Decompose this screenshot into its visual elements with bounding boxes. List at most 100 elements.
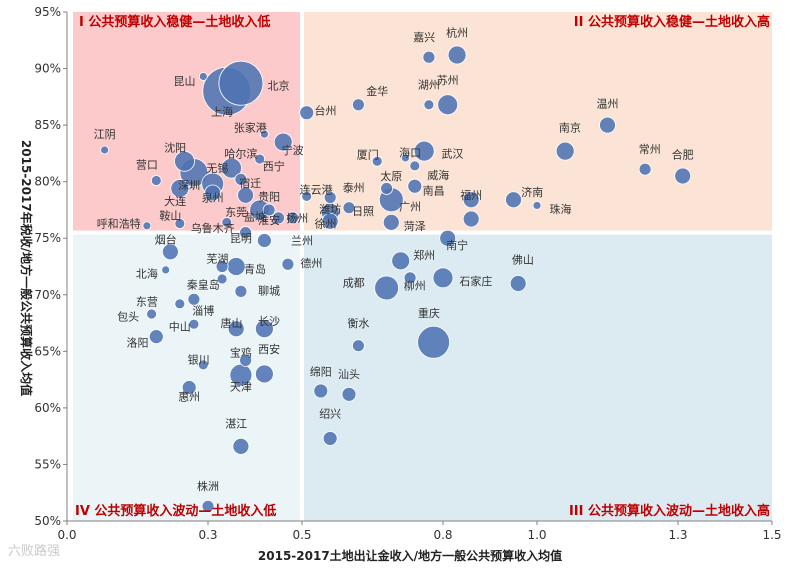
point-label: 重庆 [418,306,440,320]
point-label: 淮安 [258,213,280,227]
point-label: 衡水 [347,317,369,330]
point-label: 唐山 [221,316,243,330]
y-tick-label: 85% [34,118,61,132]
data-point [322,431,338,446]
point-label: 柳州 [404,279,426,293]
x-tick-label: 0.0 [57,528,76,542]
data-point [221,216,233,228]
point-label: 大连 [164,194,186,208]
point-label: 苏州 [437,74,459,87]
data-point [188,318,200,330]
data-point [286,211,300,225]
point-label: 湖州 [418,78,440,91]
point-label: 佛山 [512,254,534,267]
point-label: 厦门 [357,148,379,162]
x-tick-label: 0.8 [433,528,452,542]
data-point [391,251,411,271]
point-label: 兰州 [291,234,313,247]
point-label: 济南 [521,185,543,199]
data-point [161,243,179,261]
data-points [100,45,692,513]
point-label: 西安 [258,342,280,356]
axes [63,11,773,525]
data-point [321,212,339,230]
data-point [234,173,248,186]
point-label: 盐城 [244,211,266,224]
point-label: 宁波 [282,143,304,157]
data-point [262,203,276,217]
data-point [341,386,357,402]
point-label: 芜湖 [206,252,228,266]
point-label: 烟台 [155,232,177,246]
data-point [301,190,313,202]
point-label: 天津 [230,380,252,393]
data-point [181,380,197,395]
data-point [227,320,245,338]
point-label: 乌鲁木齐 [191,221,235,235]
quadrant-label-q4: IV 公共预算收入波动—土地收入低 [75,503,276,519]
data-point [505,191,522,209]
point-label: 德州 [300,256,322,270]
point-label: 秦皇岛 [187,278,220,292]
y-tick-label: 70% [34,288,61,302]
point-label: 深圳 [178,179,200,192]
point-label: 汕头 [338,368,360,381]
point-label: 嘉兴 [413,30,435,44]
data-point [216,273,228,285]
quadrant-labels: I 公共预算收入稳健—土地收入低 II 公共预算收入稳健—土地收入高 III 公共预… [75,14,770,519]
data-point [204,184,222,202]
data-point [423,99,435,111]
point-label: 石家庄 [459,274,492,288]
data-point [313,383,329,399]
point-label: 常州 [639,143,661,156]
data-point [187,292,201,306]
data-point [174,150,195,172]
point-label: 江阴 [94,128,116,141]
data-point [150,175,162,186]
data-point [197,359,209,371]
data-point [400,153,410,163]
data-point [161,265,171,275]
point-label: 长沙 [258,315,280,328]
quadrant-label-q1: I 公共预算收入稳健—土地收入低 [79,14,270,30]
point-label: 绵阳 [310,365,332,379]
data-point [439,229,457,247]
point-label: 潍坊 [319,202,341,216]
point-label: 日照 [352,205,374,218]
point-label: 台州 [315,103,337,117]
data-point [432,267,454,289]
data-point [532,201,542,210]
data-point [148,329,164,345]
quadrant-label-q2: II 公共预算收入稳健—土地收入高 [574,14,770,30]
data-point [409,160,421,172]
data-point [239,353,253,367]
point-label: 宝鸡 [230,345,252,359]
point-label: 沈阳 [164,141,186,155]
point-label: 呼和浩特 [97,217,141,231]
data-point [555,141,575,161]
y-tick-label: 60% [34,401,61,415]
x-tick-label: 0.3 [198,528,217,542]
data-point [447,45,467,65]
point-label: 昆山 [174,75,196,88]
point-label: 金华 [366,84,388,98]
point-label: 海口 [399,145,421,159]
point-label: 昆明 [230,232,252,245]
x-tick-label: 1.5 [762,528,781,542]
data-point [146,308,158,320]
point-label: 南昌 [423,185,445,198]
data-point [371,155,383,167]
point-label: 营口 [136,158,158,172]
quadrant-label-q3: III 公共预算收入波动—土地收入高 [569,503,770,519]
quadrant-q3-background [304,234,772,522]
point-label: 连云港 [300,184,333,197]
point-label: 聊城 [258,283,280,297]
point-label: 北海 [136,266,158,280]
y-tick-label: 80% [34,175,61,189]
point-label: 包头 [117,310,139,323]
data-point [299,105,315,121]
point-label: 淄博 [192,305,214,318]
x-tick-label: 1.3 [668,528,687,542]
data-point [407,178,423,194]
data-point [403,271,417,285]
